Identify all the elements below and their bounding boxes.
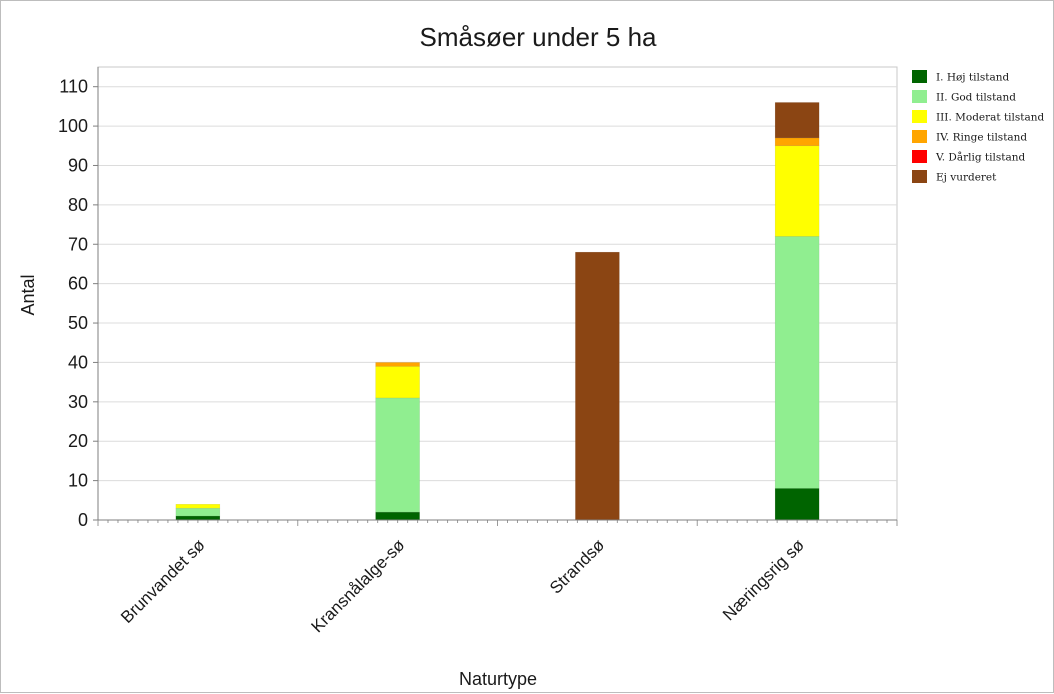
bar-2-series-2 [375,397,420,513]
y-tick-label-70: 70 [68,234,88,254]
bar-1-series-1 [175,515,221,521]
legend-label-2: II. God tilstand [936,92,1016,104]
bar-4-series-2 [774,236,820,489]
gridlines [97,66,898,521]
y-tick-label-40: 40 [68,352,88,372]
legend-label-5: V. Dårlig tilstand [935,151,1025,164]
x-category-label-1: Brunvandet sø [117,535,209,627]
legend-label-1: I. Høj tilstand [936,72,1009,84]
bar-1-series-3 [175,503,221,509]
legend: I. Høj tilstand II. God tilstand III. Mode… [912,70,1045,184]
bar-4-series-1 [774,488,820,521]
y-tick-label-110: 110 [59,77,88,97]
legend-label-3: III. Moderat tilstand [936,112,1045,124]
bar-3-series-6 [575,251,620,521]
x-category-label-2: Kransnålalge-sø [307,535,408,636]
bars [175,102,820,521]
bar-2-series-1 [375,511,420,521]
y-tick-label-30: 30 [68,392,88,412]
plot-area [97,66,898,521]
x-axis-label: Naturtype [459,669,537,689]
y-tick-label-50: 50 [68,313,88,333]
legend-label-6: Ej vurderet [936,172,997,184]
y-tick-label-100: 100 [58,116,88,136]
chart-title: Småsøer under 5 ha [419,22,657,52]
legend-swatch-3 [912,110,927,123]
y-tick-label-10: 10 [68,471,88,491]
legend-swatch-1 [912,70,927,83]
bar-2-series-3 [375,366,420,399]
bar-4-series-6 [774,102,820,139]
y-axis-label: Antal [18,274,38,315]
legend-swatch-4 [912,130,927,143]
legend-swatch-6 [912,170,927,183]
y-tick-label-0: 0 [78,510,88,530]
x-category-label-4: Næringsrig sø [719,535,808,624]
bar-1-series-2 [175,507,221,517]
bar-4-series-4 [774,137,820,147]
legend-swatch-5 [912,150,927,163]
x-category-label-3: Strandsø [546,535,608,597]
y-tick-label-20: 20 [68,431,88,451]
y-tick-label-60: 60 [68,274,88,294]
y-tick-label-80: 80 [68,195,88,215]
legend-swatch-2 [912,90,927,103]
bar-2-series-4 [375,362,420,367]
bar-4-series-3 [774,145,820,237]
legend-label-4: IV. Ringe tilstand [936,132,1027,144]
y-tick-label-90: 90 [68,155,88,175]
